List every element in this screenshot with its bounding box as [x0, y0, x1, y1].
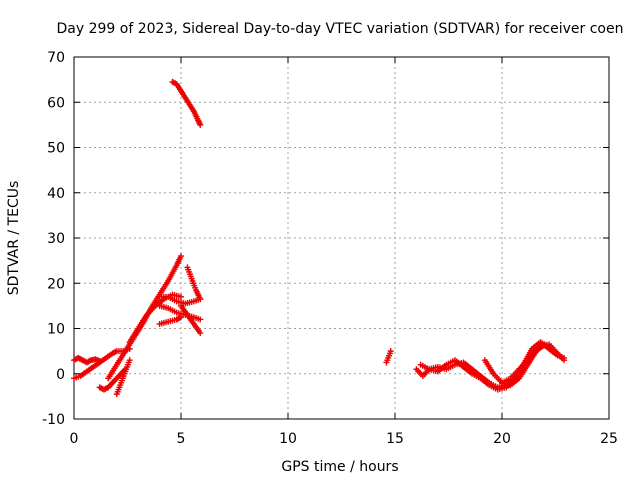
x-tick-label: 5	[177, 431, 186, 447]
y-tick-label: 50	[47, 141, 65, 157]
data-points	[71, 78, 568, 398]
y-axis-label: SDTVAR / TECUs	[6, 181, 22, 296]
y-tick-label: 10	[47, 322, 65, 338]
x-tick-labels: 0 5 10 15 20 25	[70, 431, 618, 447]
x-tick-label: 20	[493, 431, 511, 447]
x-axis-label: GPS time / hours	[281, 459, 398, 475]
data-point	[561, 357, 568, 364]
data-point	[387, 348, 394, 355]
data-point	[197, 316, 204, 323]
data-point	[541, 341, 548, 348]
y-tick-label: 40	[47, 186, 65, 202]
data-point	[197, 296, 204, 303]
data-point	[178, 314, 184, 321]
data-point	[197, 330, 204, 337]
chart-title: Day 299 of 2023, Sidereal Day-to-day VTE…	[57, 21, 624, 37]
x-tick-label: 0	[70, 431, 79, 447]
data-point	[126, 357, 133, 364]
y-tick-label: 60	[47, 95, 65, 111]
data-point	[178, 253, 184, 260]
axis-ticks	[73, 56, 610, 420]
x-tick-label: 25	[600, 431, 618, 447]
data-point	[178, 293, 184, 300]
y-tick-label: 70	[47, 50, 65, 66]
y-tick-label: 0	[56, 367, 65, 383]
x-tick-label: 15	[386, 431, 404, 447]
y-tick-label: -10	[42, 412, 65, 428]
y-tick-label: 30	[47, 231, 65, 247]
y-tick-label: 20	[47, 276, 65, 292]
y-tick-labels: -10 0 10 20 30 40 50 60 70	[42, 50, 65, 428]
data-point	[197, 121, 204, 128]
x-tick-label: 10	[279, 431, 297, 447]
